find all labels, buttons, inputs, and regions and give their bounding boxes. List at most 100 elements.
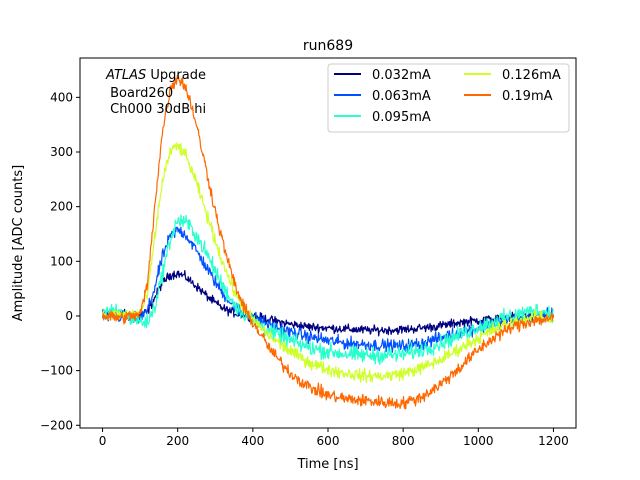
series-line bbox=[101, 74, 555, 410]
data-point bbox=[222, 307, 224, 309]
data-point bbox=[214, 281, 216, 283]
annotation-upgrade: Upgrade bbox=[146, 68, 206, 83]
data-point bbox=[184, 221, 186, 223]
data-point bbox=[154, 233, 156, 235]
data-point bbox=[154, 285, 156, 287]
data-point bbox=[184, 275, 186, 277]
data-point bbox=[270, 350, 272, 352]
x-axis: 0 200 400 600 800 1000 1200 bbox=[99, 428, 569, 448]
y-tick-label: 300 bbox=[50, 145, 73, 159]
data-point bbox=[199, 241, 201, 243]
y-tick-label: 200 bbox=[50, 200, 73, 214]
data-point bbox=[421, 367, 423, 369]
data-point bbox=[458, 321, 460, 323]
data-point bbox=[308, 361, 310, 363]
data-point bbox=[496, 319, 498, 321]
data-point bbox=[169, 274, 171, 276]
data-point bbox=[199, 289, 201, 291]
data-point bbox=[229, 268, 231, 270]
data-point bbox=[308, 346, 310, 348]
data-point bbox=[207, 268, 209, 270]
data-point bbox=[515, 314, 517, 316]
data-point bbox=[346, 328, 348, 330]
y-tick-label: −200 bbox=[40, 418, 73, 432]
data-point bbox=[364, 399, 366, 401]
data-point bbox=[214, 239, 216, 241]
data-point bbox=[237, 307, 239, 309]
annotation-atlas: ATLAS bbox=[105, 68, 146, 83]
data-point bbox=[402, 372, 404, 374]
data-point bbox=[289, 350, 291, 352]
y-tick-label: 400 bbox=[50, 90, 73, 104]
data-point bbox=[176, 144, 178, 146]
annotation-line-1: ATLAS Upgrade bbox=[105, 68, 206, 83]
data-point bbox=[161, 129, 163, 131]
data-point bbox=[346, 342, 348, 344]
y-tick-label: 100 bbox=[50, 254, 73, 268]
data-point bbox=[477, 337, 479, 339]
data-point bbox=[169, 151, 171, 153]
data-point bbox=[207, 175, 209, 177]
y-tick-label: 0 bbox=[65, 309, 73, 323]
data-point bbox=[161, 178, 163, 180]
data-point bbox=[146, 309, 148, 311]
data-point bbox=[477, 349, 479, 351]
data-point bbox=[214, 270, 216, 272]
data-point bbox=[552, 312, 554, 314]
series-line bbox=[102, 214, 554, 365]
data-point bbox=[101, 315, 103, 317]
x-tick-label: 800 bbox=[392, 434, 415, 448]
data-point bbox=[289, 339, 291, 341]
data-point bbox=[496, 327, 498, 329]
data-point bbox=[346, 372, 348, 374]
data-point bbox=[169, 238, 171, 240]
data-point bbox=[146, 293, 148, 295]
data-point bbox=[383, 401, 385, 403]
data-point bbox=[199, 141, 201, 143]
data-point bbox=[402, 328, 404, 330]
data-point bbox=[139, 314, 141, 316]
data-point bbox=[207, 296, 209, 298]
data-point bbox=[327, 350, 329, 352]
legend-box bbox=[327, 63, 570, 133]
data-point bbox=[496, 334, 498, 336]
data-point bbox=[222, 261, 224, 263]
data-point bbox=[383, 329, 385, 331]
data-point bbox=[458, 334, 460, 336]
y-tick-label: −100 bbox=[40, 364, 73, 378]
data-point bbox=[252, 321, 254, 323]
series-group bbox=[101, 74, 555, 410]
data-point bbox=[199, 256, 201, 258]
data-point bbox=[176, 219, 178, 221]
x-tick-label: 1000 bbox=[463, 434, 494, 448]
data-point bbox=[346, 398, 348, 400]
legend-label: 0.063mA bbox=[372, 89, 431, 104]
data-point bbox=[327, 368, 329, 370]
data-point bbox=[192, 172, 194, 174]
data-point bbox=[214, 302, 216, 304]
data-point bbox=[346, 353, 348, 355]
data-point bbox=[120, 316, 122, 318]
data-point bbox=[244, 309, 246, 311]
x-tick-label: 200 bbox=[166, 434, 189, 448]
data-point bbox=[229, 281, 231, 283]
data-point bbox=[327, 339, 329, 341]
data-point bbox=[237, 292, 239, 294]
data-point bbox=[270, 319, 272, 321]
data-point bbox=[184, 154, 186, 156]
data-point bbox=[440, 342, 442, 344]
data-point bbox=[383, 344, 385, 346]
data-point bbox=[364, 375, 366, 377]
data-point bbox=[229, 310, 231, 312]
data-point bbox=[308, 386, 310, 388]
annotation-line-3: Ch000 30dB hi bbox=[106, 102, 206, 117]
data-point bbox=[421, 349, 423, 351]
chart-title: run689 bbox=[303, 38, 353, 54]
data-point bbox=[289, 372, 291, 374]
data-point bbox=[458, 348, 460, 350]
data-point bbox=[192, 244, 194, 246]
data-point bbox=[327, 327, 329, 329]
x-axis-label: Time [ns] bbox=[296, 457, 358, 472]
data-point bbox=[515, 325, 517, 327]
data-point bbox=[440, 358, 442, 360]
